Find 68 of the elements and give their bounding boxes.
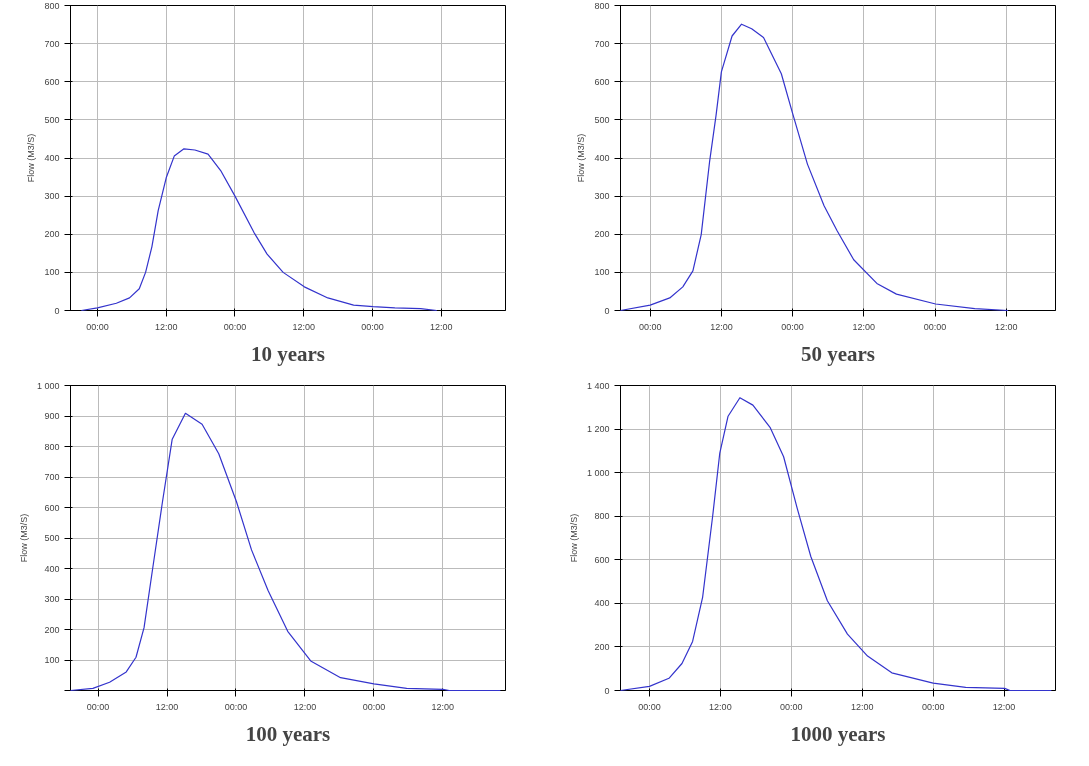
y-tick-label: 700 [44, 38, 60, 49]
y-tick-label: 600 [44, 76, 60, 87]
y-tick-label: 200 [44, 624, 60, 635]
y-tick-label: 1 000 [586, 467, 610, 478]
y-tick-label: 600 [594, 76, 610, 87]
x-tick-label: 12:00 [431, 701, 455, 712]
x-tick-label: 00:00 [86, 701, 110, 712]
x-tick-label: 00:00 [921, 701, 945, 712]
x-tick-label: 12:00 [850, 701, 874, 712]
x-tick-label: 12:00 [293, 701, 317, 712]
x-tick-label: 00:00 [361, 321, 384, 332]
text: 50 years [800, 341, 876, 366]
x-tick-label: 12:00 [430, 321, 453, 332]
x-tick-label: 00:00 [923, 321, 947, 332]
x-tick-label: 12:00 [292, 321, 316, 332]
y-tick-label: 200 [594, 229, 610, 240]
y-tick-label: 400 [44, 153, 60, 163]
x-tick-label: 12:00 [709, 701, 732, 712]
y-tick-label: 300 [594, 191, 610, 202]
y-tick-label: 900 [44, 411, 60, 421]
y-tick-label: 500 [594, 114, 610, 125]
x-tick-label: 12:00 [992, 701, 1016, 712]
y-tick-label: 600 [594, 554, 610, 565]
x-tick-label: 00:00 [780, 701, 803, 712]
y-tick-label: 100 [594, 267, 610, 278]
y-tick-label: 100 [44, 655, 60, 665]
y-tick-label: 800 [44, 0, 60, 11]
y-tick-label: 200 [44, 229, 60, 240]
y-axis-title: Flow (M3/S) [18, 513, 29, 563]
text: 100 years [245, 721, 331, 746]
y-tick-label: 500 [44, 533, 60, 543]
x-tick-label: 00:00 [86, 321, 109, 332]
y-tick-label: 400 [594, 153, 610, 163]
x-tick-label: 00:00 [781, 321, 804, 332]
x-tick-label: 12:00 [852, 321, 876, 332]
x-tick-label: 00:00 [638, 321, 662, 332]
y-tick-label: 1 400 [586, 380, 610, 391]
y-tick-label: 1 000 [36, 380, 60, 391]
y-tick-label: 100 [44, 267, 60, 278]
y-tick-label: 200 [594, 641, 610, 652]
y-tick-label: 800 [594, 0, 610, 11]
y-tick-label: 300 [44, 594, 60, 604]
y-tick-label: 700 [44, 472, 60, 482]
x-tick-label: 00:00 [223, 321, 247, 332]
y-axis-title: Flow (M3/S) [568, 513, 579, 563]
y-tick-label: 700 [594, 38, 610, 49]
x-tick-label: 12:00 [155, 701, 179, 712]
x-tick-label: 12:00 [154, 321, 178, 332]
y-tick-label: 800 [594, 511, 610, 522]
y-tick-label: 600 [44, 502, 60, 513]
x-tick-label: 00:00 [362, 701, 386, 712]
y-tick-label: 500 [44, 114, 60, 125]
y-tick-label: 1 200 [586, 424, 610, 435]
x-tick-label: 12:00 [994, 321, 1018, 332]
y-tick-label: 400 [594, 598, 610, 609]
text: 10 years [250, 341, 326, 366]
y-tick-label: 400 [44, 563, 60, 574]
y-tick-label: 0 [604, 305, 610, 316]
y-axis-title: Flow (M3/S) [576, 133, 587, 183]
y-tick-label: 0 [54, 305, 60, 316]
x-tick-label: 00:00 [638, 701, 661, 712]
y-axis-title: Flow (M3/S) [26, 133, 37, 183]
y-tick-label: 800 [44, 441, 60, 452]
x-tick-label: 00:00 [224, 701, 248, 712]
x-tick-label: 12:00 [710, 321, 733, 332]
text: 1000 years [790, 721, 886, 746]
y-tick-label: 0 [604, 685, 610, 696]
y-tick-label: 300 [44, 191, 60, 202]
